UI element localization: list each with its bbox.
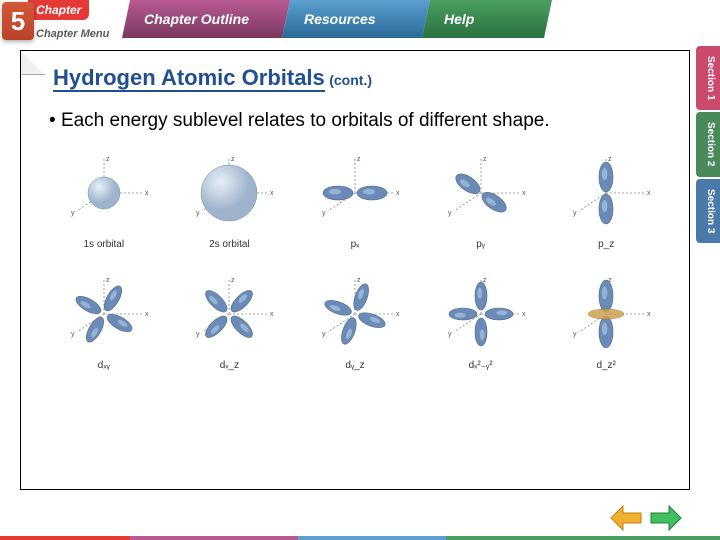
orbital-label: 1s orbital [84, 239, 125, 250]
slide-title: Hydrogen Atomic Orbitals [53, 65, 325, 92]
orbital-label: dₓ²₋ᵧ² [469, 360, 493, 371]
slide-content: Hydrogen Atomic Orbitals (cont.) • Each … [20, 50, 690, 490]
svg-text:z: z [106, 156, 110, 163]
chapter-label: Chapter [28, 0, 89, 20]
slide-title-continuation: (cont.) [329, 72, 372, 88]
orbital-label: d_z² [596, 360, 615, 371]
svg-text:x: x [396, 311, 400, 318]
orbital-label: pᵧ [476, 239, 485, 250]
svg-text:x: x [647, 190, 651, 197]
tab-label: Resources [304, 11, 376, 27]
svg-text:y: y [196, 331, 200, 338]
orbital-cell: x y z pₓ [300, 153, 410, 250]
bullet-text: • Each energy sublevel relates to orbita… [41, 109, 669, 133]
orbital-label: dₓ_z [220, 360, 239, 371]
svg-text:z: z [106, 277, 110, 284]
orbital-diagram: x y z [59, 274, 149, 354]
section-tab-2[interactable]: Section 2 [696, 112, 720, 176]
tab-chapter-outline[interactable]: Chapter Outline [122, 0, 290, 38]
next-arrow-button[interactable] [648, 502, 684, 534]
chapter-menu-label: Chapter Menu [36, 28, 109, 40]
orbital-diagram-grid: x y z 1s orbital x y z 2s orbital x y z … [41, 153, 669, 371]
svg-text:y: y [573, 331, 577, 338]
bottom-color-stripe [0, 536, 720, 540]
svg-text:y: y [573, 210, 577, 217]
svg-text:y: y [448, 210, 452, 217]
orbital-diagram: x y z [436, 153, 526, 233]
section-tab-1[interactable]: Section 1 [696, 46, 720, 110]
svg-text:x: x [145, 190, 149, 197]
top-navigation: Chapter 5 Chapter Menu Chapter Outline R… [0, 0, 720, 44]
svg-text:x: x [270, 311, 274, 318]
svg-text:z: z [483, 156, 487, 163]
svg-text:y: y [71, 331, 75, 338]
prev-arrow-button[interactable] [608, 502, 644, 534]
orbital-label: dₓᵧ [98, 360, 110, 371]
svg-text:x: x [396, 190, 400, 197]
chapter-number: 5 [2, 2, 34, 40]
orbital-row-2: x y z dₓᵧ x y z dₓ_z x y z dᵧ_z [41, 274, 669, 371]
orbital-label: 2s orbital [209, 239, 250, 250]
svg-text:y: y [71, 210, 75, 217]
svg-text:x: x [522, 190, 526, 197]
svg-text:z: z [231, 156, 235, 163]
section-tabs: Section 1 Section 2 Section 3 [696, 46, 720, 243]
svg-text:x: x [522, 311, 526, 318]
orbital-diagram: x y z [436, 274, 526, 354]
orbital-cell: x y z dₓ_z [174, 274, 284, 371]
orbital-cell: x y z 1s orbital [49, 153, 159, 250]
orbital-diagram: x y z [561, 274, 651, 354]
arrow-left-icon [609, 504, 643, 532]
svg-text:y: y [196, 210, 200, 217]
arrow-right-icon [649, 504, 683, 532]
chapter-menu-button[interactable]: Chapter 5 Chapter Menu [0, 0, 130, 44]
orbital-diagram: x y z [184, 153, 274, 233]
svg-text:y: y [448, 331, 452, 338]
orbital-cell: x y z dₓ²₋ᵧ² [426, 274, 536, 371]
bullet-content: Each energy sublevel relates to orbitals… [61, 110, 550, 131]
orbital-cell: x y z 2s orbital [174, 153, 284, 250]
orbital-diagram: x y z [561, 153, 651, 233]
svg-text:z: z [608, 156, 612, 163]
orbital-row-1: x y z 1s orbital x y z 2s orbital x y z … [41, 153, 669, 250]
orbital-label: dᵧ_z [345, 360, 364, 371]
section-tab-3[interactable]: Section 3 [696, 179, 720, 243]
orbital-diagram: x y z [59, 153, 149, 233]
nav-arrows [608, 502, 684, 534]
tab-help[interactable]: Help [422, 0, 552, 38]
svg-text:z: z [231, 277, 235, 284]
orbital-cell: x y z dᵧ_z [300, 274, 410, 371]
tab-resources[interactable]: Resources [282, 0, 430, 38]
svg-text:z: z [357, 277, 361, 284]
svg-text:y: y [322, 331, 326, 338]
orbital-diagram: x y z [310, 274, 400, 354]
tab-label: Help [444, 11, 474, 27]
svg-text:z: z [357, 156, 361, 163]
orbital-label: p_z [598, 239, 614, 250]
tab-label: Chapter Outline [144, 11, 249, 27]
svg-text:x: x [270, 190, 274, 197]
orbital-label: pₓ [351, 239, 360, 250]
orbital-diagram: x y z [310, 153, 400, 233]
svg-text:y: y [322, 210, 326, 217]
orbital-cell: x y z pᵧ [426, 153, 536, 250]
orbital-diagram: x y z [184, 274, 274, 354]
svg-text:x: x [145, 311, 149, 318]
orbital-cell: x y z p_z [551, 153, 661, 250]
orbital-cell: x y z d_z² [551, 274, 661, 371]
orbital-cell: x y z dₓᵧ [49, 274, 159, 371]
svg-text:x: x [647, 311, 651, 318]
